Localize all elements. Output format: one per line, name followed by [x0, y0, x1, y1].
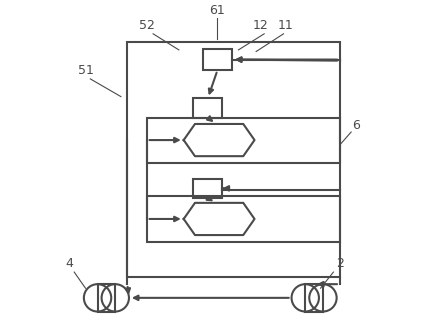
- Bar: [305, 284, 322, 312]
- Bar: [127, 42, 339, 277]
- Text: 4: 4: [65, 257, 73, 270]
- Text: 52: 52: [138, 19, 154, 32]
- Bar: [146, 196, 339, 242]
- Text: 11: 11: [276, 19, 293, 32]
- Bar: [193, 98, 222, 118]
- Bar: [97, 284, 115, 312]
- Bar: [146, 118, 339, 163]
- Text: 51: 51: [77, 64, 93, 77]
- Bar: [203, 49, 231, 70]
- Bar: [193, 179, 222, 198]
- Text: 2: 2: [335, 257, 343, 270]
- Text: 6: 6: [351, 119, 359, 132]
- Text: 61: 61: [209, 5, 225, 17]
- Text: 12: 12: [253, 19, 268, 32]
